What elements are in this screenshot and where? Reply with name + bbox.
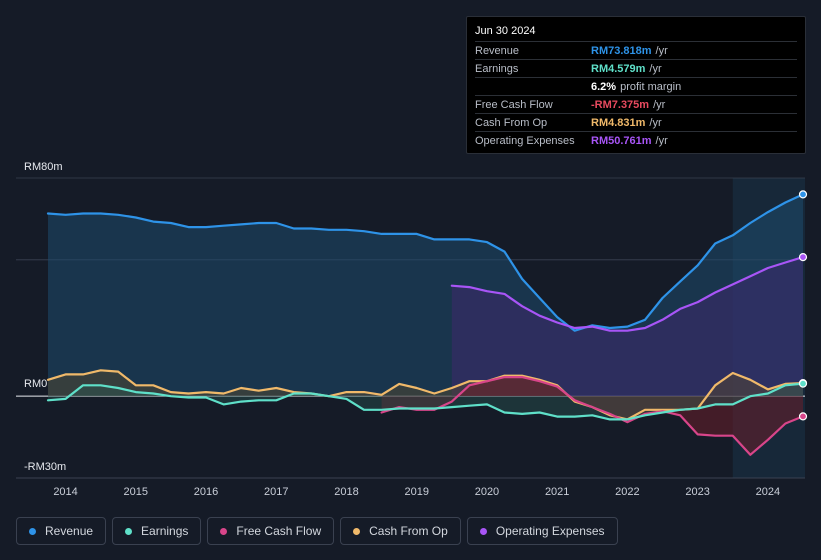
tooltip-value: RM73.818m: [591, 44, 652, 57]
legend-label: Revenue: [45, 524, 94, 538]
x-tick-label: 2015: [124, 486, 148, 498]
y-axis-labels: RM80m RM0 -RM30m: [24, 161, 66, 473]
free-cash-flow-area: [381, 377, 803, 455]
tooltip-label: Cash From Op: [475, 116, 548, 129]
legend-label: Cash From Op: [369, 524, 448, 538]
legend-dot-icon: [479, 527, 487, 535]
tooltip-unit: /yr: [649, 116, 662, 129]
legend-item-free-cash-flow[interactable]: Free Cash Flow: [207, 517, 335, 545]
chart-legend: Revenue Earnings Free Cash Flow Cash Fro…: [16, 517, 618, 545]
operating-expenses-line: [450, 256, 805, 332]
legend-item-revenue[interactable]: Revenue: [16, 517, 107, 545]
legend-item-operating-expenses[interactable]: Operating Expenses: [466, 517, 618, 545]
tooltip-unit: /yr: [653, 98, 666, 111]
tooltip-label: Free Cash Flow: [475, 98, 553, 111]
tooltip-unit: /yr: [655, 134, 668, 147]
legend-label: Free Cash Flow: [236, 524, 322, 538]
legend-item-earnings[interactable]: Earnings: [112, 517, 202, 545]
legend-dot-icon: [353, 527, 361, 535]
tooltip-unit: /yr: [655, 44, 668, 57]
tooltip-value: -RM7.375m: [591, 98, 650, 111]
x-tick-label: 2024: [756, 486, 780, 498]
series-endpoints: [798, 190, 808, 421]
series-lines: [46, 193, 805, 456]
legend-dot-icon: [29, 527, 36, 535]
legend-item-cash-from-op[interactable]: Cash From Op: [340, 517, 461, 545]
free-cash-flow-line: [380, 376, 805, 456]
x-tick-label: 2020: [475, 486, 499, 498]
x-tick-label: 2014: [53, 486, 77, 498]
x-axis-labels: 2014 2015 2016 2017 2018 2019 2020 2021 2022 2023…: [53, 486, 780, 498]
revenue-line: [46, 193, 805, 332]
free-cash-flow-endpoint: [798, 412, 808, 421]
tooltip-unit: /yr: [649, 62, 662, 75]
x-tick-label: 2017: [264, 486, 288, 498]
x-tick-label: 2019: [404, 486, 428, 498]
x-tick-label: 2016: [194, 486, 218, 498]
tooltip-value: RM50.761m: [591, 134, 652, 147]
revenue-endpoint: [798, 190, 808, 199]
earnings-endpoint: [798, 379, 808, 388]
tooltip-value: RM4.579m: [591, 62, 646, 75]
x-tick-label: 2023: [685, 486, 709, 498]
operating-expenses-endpoint: [798, 252, 808, 262]
tooltip-panel: Jun 30 2024 Revenue RM73.818m /yr Earnin…: [466, 16, 806, 154]
legend-label: Earnings: [141, 524, 189, 538]
series-areas: [48, 194, 803, 455]
tooltip-row-revenue: Revenue RM73.818m /yr: [475, 41, 797, 59]
tooltip-unit: profit margin: [620, 80, 682, 93]
y-tick-label: RM0: [24, 378, 47, 390]
x-tick-label: 2022: [615, 486, 639, 498]
tooltip-label: Earnings: [475, 62, 519, 75]
y-tick-label: RM80m: [24, 161, 63, 173]
x-tick-label: 2018: [334, 486, 358, 498]
tooltip-row-free-cash-flow: Free Cash Flow -RM7.375m /yr: [475, 95, 797, 113]
legend-dot-icon: [125, 527, 133, 535]
earnings-line: [46, 382, 805, 421]
tooltip-value: 6.2%: [591, 80, 617, 93]
tooltip-row-earnings: Earnings RM4.579m /yr: [475, 59, 797, 77]
tooltip-label: Operating Expenses: [475, 134, 575, 147]
tooltip-value: RM4.831m: [591, 116, 646, 129]
tooltip-row-operating-expenses: Operating Expenses RM50.761m /yr: [475, 131, 797, 149]
operating-expenses-area: [451, 257, 803, 397]
tooltip-row-profit-margin: 6.2% profit margin: [475, 77, 797, 95]
tooltip-row-cash-from-op: Cash From Op RM4.831m /yr: [475, 113, 797, 131]
legend-dot-icon: [220, 527, 228, 535]
tooltip-date: Jun 30 2024: [475, 25, 536, 37]
y-tick-label: -RM30m: [24, 461, 66, 473]
legend-label: Operating Expenses: [495, 524, 605, 538]
earnings-area: [48, 383, 803, 420]
tooltip-label: Revenue: [475, 44, 520, 57]
x-tick-label: 2021: [545, 486, 569, 498]
